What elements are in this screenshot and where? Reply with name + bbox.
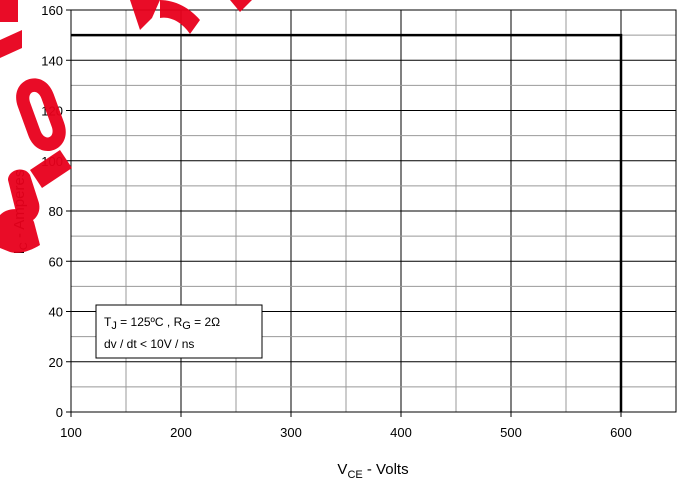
watermark-icon	[0, 0, 252, 253]
x-tick-label: 500	[500, 425, 522, 440]
annotation-line-1: TJ = 125ºC , RG = 2Ω	[104, 315, 220, 332]
tick-labels: 100200300400500600020406080100120140160	[41, 3, 632, 440]
soa-boundary-line	[71, 33, 623, 412]
chart-series	[71, 33, 623, 412]
y-tick-label: 0	[56, 405, 63, 420]
y-tick-label: 140	[41, 53, 63, 68]
x-tick-label: 600	[610, 425, 632, 440]
annotation-box: TJ = 125ºC , RG = 2Ω dv / dt < 10V / ns	[95, 304, 263, 359]
chart-grid	[70, 9, 677, 413]
x-tick-label: 400	[390, 425, 412, 440]
x-tick-label: 300	[280, 425, 302, 440]
annotation-line-2: dv / dt < 10V / ns	[104, 337, 194, 351]
y-tick-label: 60	[49, 254, 63, 269]
y-tick-label: 80	[49, 204, 63, 219]
y-tick-label: 40	[49, 305, 63, 320]
x-tick-label: 100	[60, 425, 82, 440]
x-axis-label: VCE - Volts	[337, 461, 408, 481]
x-tick-label: 200	[170, 425, 192, 440]
y-tick-label: 160	[41, 3, 63, 18]
y-tick-label: 20	[49, 355, 63, 370]
